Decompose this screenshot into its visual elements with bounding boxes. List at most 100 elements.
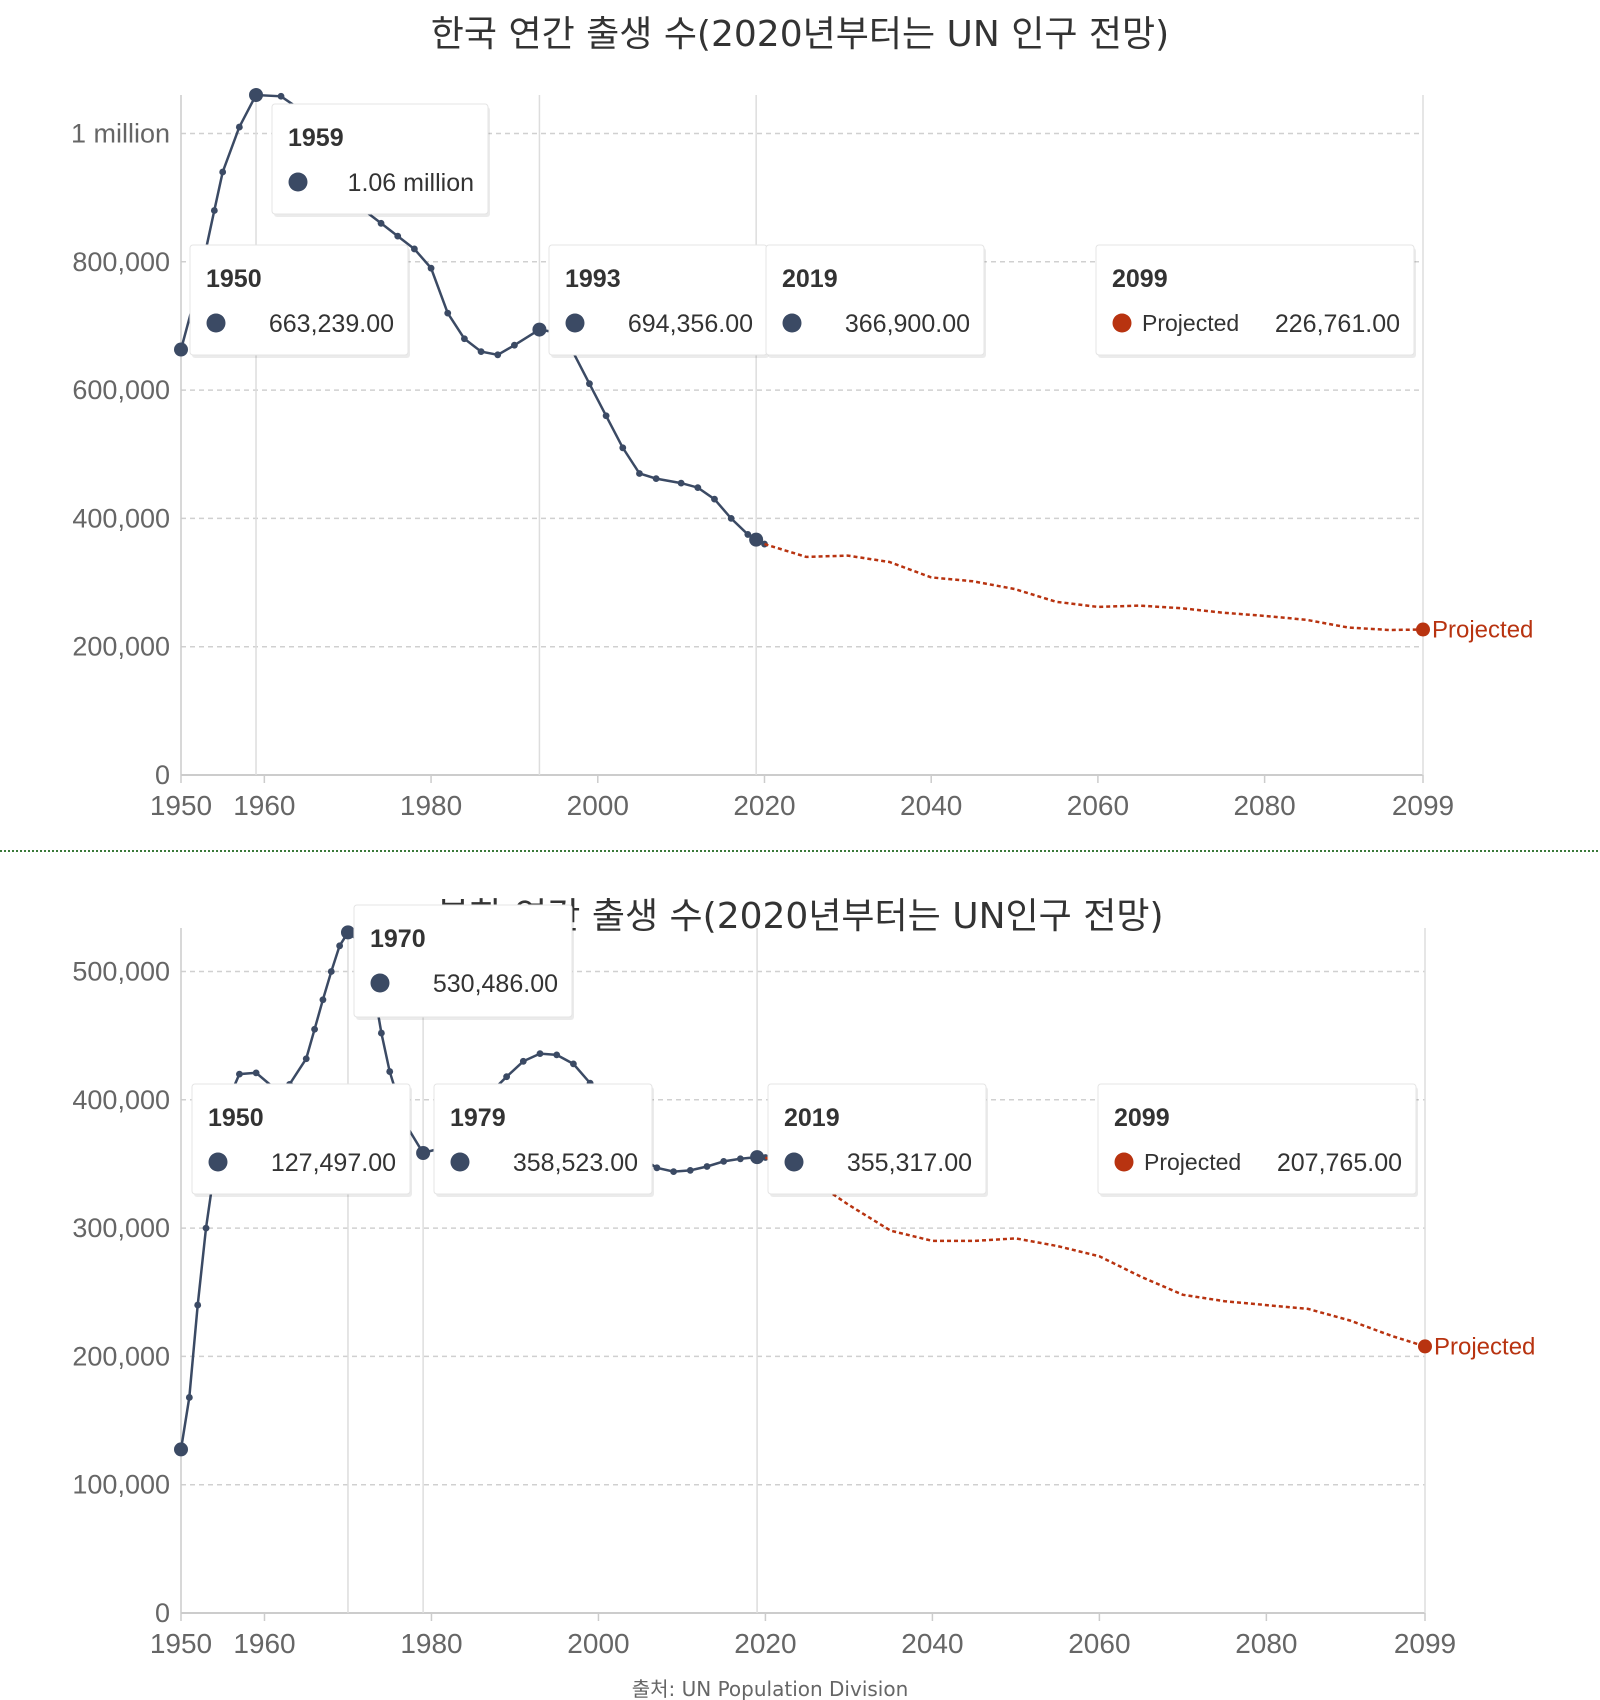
actual-data-point[interactable] [202,1224,210,1232]
actual-data-point[interactable] [586,380,593,388]
actual-data-point[interactable] [653,1164,661,1172]
tooltip-year: 1979 [450,1104,506,1132]
tooltip-series-marker [1114,1152,1134,1172]
highlighted-data-point[interactable] [750,1150,765,1165]
tooltip-year: 1950 [206,265,262,293]
actual-data-point[interactable] [744,531,752,538]
actual-data-point[interactable] [511,341,518,349]
actual-data-point[interactable] [336,942,344,950]
actual-data-point[interactable] [194,1301,202,1309]
tooltip-box [767,1083,987,1195]
actual-data-point[interactable] [536,1050,544,1058]
actual-data-point[interactable] [327,968,335,975]
actual-data-point[interactable] [670,1168,677,1176]
tooltip-value: 694,356.00 [628,310,753,338]
actual-data-point[interactable] [602,412,610,420]
actual-data-point[interactable] [553,1051,561,1059]
y-tick-label: 600,000 [72,375,170,405]
actual-data-point[interactable] [703,1163,711,1170]
tooltip-series-marker [784,1152,804,1172]
x-tick-label: 2020 [733,790,795,821]
x-tick-label: 1980 [400,790,462,821]
actual-data-point[interactable] [503,1073,511,1081]
y-tick-label: 0 [155,760,170,790]
actual-data-point[interactable] [427,264,435,272]
x-tick-label: 1950 [150,790,212,821]
actual-data-point[interactable] [736,1155,744,1163]
projected-end-label: Projected [1432,617,1533,644]
tooltip-year: 1970 [370,925,426,953]
highlighted-data-point[interactable] [749,532,764,547]
highlighted-data-point[interactable] [249,88,264,102]
north-korea-births-chart: 북한 연간 출생 수(2020년부터는 UN인구 전망)0100,000200,… [72,896,1535,1659]
tooltip-box [271,103,489,215]
tooltip-year: 2019 [782,265,838,293]
actual-data-point[interactable] [185,1394,193,1401]
actual-data-point[interactable] [694,484,702,492]
actual-data-point[interactable] [219,168,227,176]
actual-data-point[interactable] [277,92,285,100]
actual-data-point[interactable] [720,1157,728,1165]
tooltip-series-marker [1112,313,1132,333]
data-tooltip: 2099 Projected 226,761.00 [1095,244,1416,358]
actual-data-point[interactable] [494,351,502,359]
actual-data-point[interactable] [686,1166,694,1174]
tooltip-box [433,1083,653,1195]
actual-data-point[interactable] [727,514,735,522]
y-tick-label: 1 million [71,118,170,148]
actual-data-point[interactable] [394,232,402,240]
actual-data-point[interactable] [477,348,485,356]
highlighted-data-point[interactable] [1416,622,1430,637]
tooltip-box [1095,244,1415,356]
tooltip-value: 207,765.00 [1277,1149,1402,1177]
actual-data-point[interactable] [619,444,627,452]
actual-data-point[interactable] [444,309,452,317]
tooltip-value: 530,486.00 [433,970,558,998]
actual-data-point[interactable] [235,123,243,131]
highlighted-data-point[interactable] [340,925,355,940]
highlighted-data-point[interactable] [532,322,547,337]
actual-data-point[interactable] [252,1069,260,1077]
actual-data-point[interactable] [519,1057,527,1065]
highlighted-data-point[interactable] [1418,1339,1432,1354]
highlighted-data-point[interactable] [174,342,188,357]
tooltip-box [548,244,768,356]
actual-data-point[interactable] [311,1025,318,1033]
south-korea-births-chart: 한국 연간 출생 수(2020년부터는 UN 인구 전망) 0 200,000 400… [71,14,1533,821]
tooltip-series-marker [565,313,585,333]
x-tick-label: 2020 [734,1628,796,1659]
x-tick-label: 2099 [1394,1628,1456,1659]
projected-end-label: Projected [1434,1333,1535,1360]
y-tick-label: 400,000 [72,503,170,533]
tooltip-value: 226,761.00 [1275,310,1400,338]
tooltip-year: 2019 [784,1104,840,1132]
highlighted-data-point[interactable] [416,1146,431,1161]
actual-data-point[interactable] [652,475,660,483]
actual-data-point[interactable] [570,1060,577,1068]
x-tick-label: 2040 [900,790,962,821]
actual-data-point[interactable] [377,219,385,227]
tooltip-year: 1950 [208,1104,264,1132]
actual-data-point[interactable] [410,245,418,253]
y-tick-label: 400,000 [72,1085,170,1115]
actual-data-point[interactable] [461,335,468,343]
actual-data-point[interactable] [636,470,643,477]
actual-data-point[interactable] [236,1070,243,1078]
actual-data-point[interactable] [677,479,685,487]
actual-data-point[interactable] [386,1068,394,1075]
tooltip-series-name: Projected [1142,310,1239,336]
actual-data-point[interactable] [319,996,327,1004]
tooltip-series-marker [450,1152,470,1172]
highlighted-data-point[interactable] [174,1442,188,1457]
tooltip-box [353,904,573,1018]
actual-data-point[interactable] [377,1029,385,1037]
actual-data-point[interactable] [210,207,218,214]
actual-data-point[interactable] [302,1055,310,1063]
tooltip-value: 355,317.00 [847,1149,972,1177]
tooltip-series-marker [782,313,802,333]
actual-data-point[interactable] [711,495,718,503]
